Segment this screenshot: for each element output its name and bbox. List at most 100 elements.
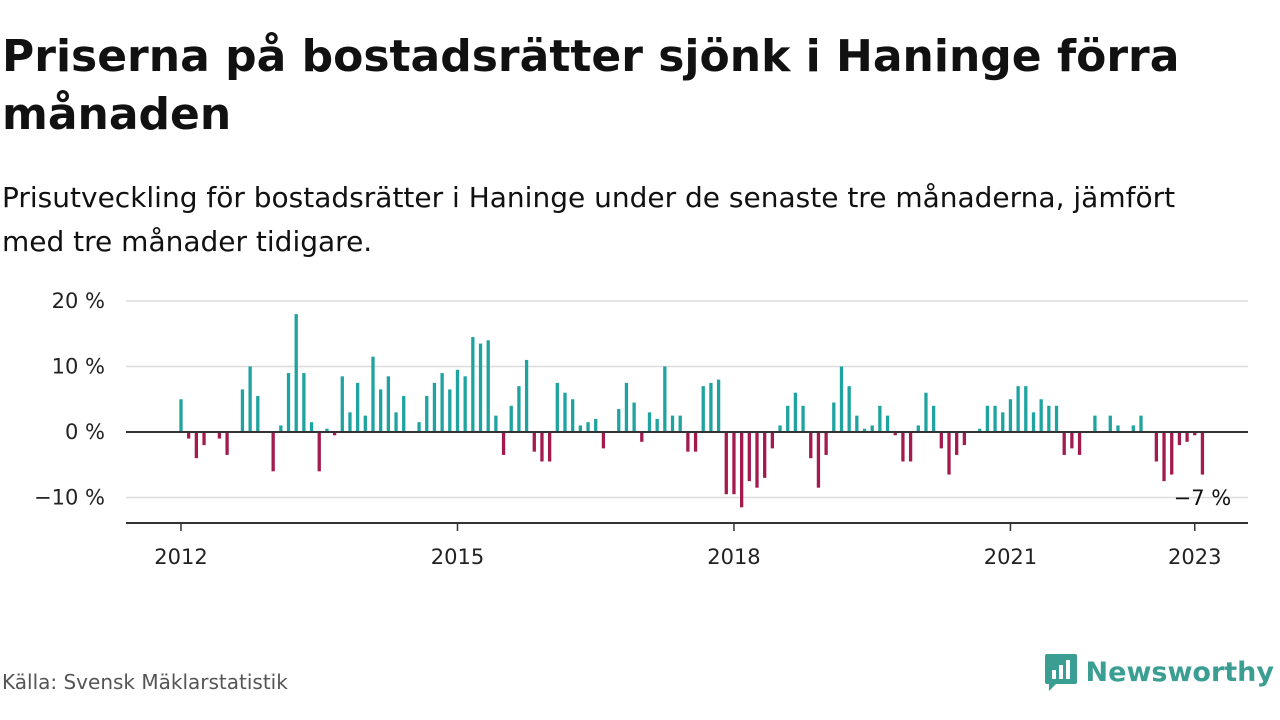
bar (947, 432, 951, 475)
bar (363, 415, 367, 432)
bar (955, 432, 959, 455)
bar (417, 422, 421, 432)
y-tick-label: 20 % (52, 289, 105, 313)
bar (379, 389, 383, 432)
bar (463, 376, 467, 432)
bar (248, 366, 252, 432)
bar (732, 432, 736, 495)
bar (663, 366, 667, 432)
bar (832, 402, 836, 432)
bar (670, 415, 675, 432)
x-tick-label: 2015 (431, 545, 484, 569)
bar (455, 369, 460, 432)
bar (325, 428, 329, 432)
bar (701, 386, 705, 432)
x-tick-label: 2018 (707, 545, 760, 569)
bar (1070, 432, 1074, 449)
bar (394, 412, 398, 432)
bar (471, 337, 475, 432)
brand-logo[interactable]: Newsworthy (1044, 652, 1274, 692)
bar (617, 409, 621, 432)
bar (355, 382, 360, 432)
bar (425, 395, 429, 432)
bar (1031, 412, 1036, 432)
bar (309, 422, 314, 432)
bar (332, 432, 337, 436)
bar (440, 373, 444, 432)
bar (1108, 415, 1112, 432)
bar (348, 412, 352, 432)
bar (1054, 405, 1059, 432)
bar (747, 432, 751, 482)
bar (547, 432, 552, 462)
bar (885, 415, 890, 432)
bar (931, 405, 936, 432)
y-tick-label: 10 % (52, 355, 105, 379)
chart-title: Priserna på bostadsrätter sjönk i Haning… (2, 31, 1180, 140)
bar (509, 405, 513, 432)
bar (678, 415, 682, 432)
bar (870, 425, 874, 432)
source-note: Källa: Svensk Mäklarstatistik (2, 670, 288, 694)
bar (1139, 415, 1143, 432)
bar (240, 389, 245, 432)
bar (294, 314, 298, 432)
bar (847, 386, 851, 432)
bar (1047, 405, 1051, 432)
bar (540, 432, 544, 462)
bar (448, 389, 452, 432)
bar (786, 405, 790, 432)
bar (578, 425, 583, 432)
bar (778, 425, 782, 432)
bar (486, 340, 490, 432)
y-tick-label: 0 % (65, 420, 105, 444)
bar (939, 432, 943, 449)
x-tick-label: 2023 (1168, 545, 1221, 569)
bar (340, 376, 344, 432)
bar (816, 432, 821, 488)
bar (1193, 432, 1197, 436)
bar (624, 382, 629, 432)
bar (1154, 432, 1159, 462)
bar (386, 376, 391, 432)
bar (878, 405, 882, 432)
y-tick-label: −10 % (34, 486, 105, 510)
bar (524, 359, 529, 432)
bar (1016, 386, 1020, 432)
bar (402, 395, 406, 432)
bar (217, 432, 222, 439)
bar (1131, 425, 1135, 432)
bar (993, 405, 997, 432)
bar (225, 432, 229, 455)
bar (686, 432, 690, 452)
bar (202, 432, 206, 446)
bar (855, 415, 859, 432)
bar (1093, 415, 1097, 432)
bar (517, 386, 521, 432)
bar (632, 402, 636, 432)
bar (801, 405, 805, 432)
bar (793, 392, 798, 432)
bar (716, 379, 721, 432)
bar (279, 425, 283, 432)
bar (271, 432, 275, 472)
bar (862, 428, 867, 432)
bar (739, 432, 744, 508)
bar (839, 366, 844, 432)
bar (985, 405, 990, 432)
bar (179, 399, 183, 432)
bar (501, 432, 506, 455)
bar (763, 432, 767, 478)
bar (1200, 432, 1205, 475)
bar (647, 412, 652, 432)
bar (640, 432, 644, 442)
bar (317, 432, 321, 472)
bar (571, 399, 575, 432)
bar (256, 395, 260, 432)
bar (1116, 425, 1120, 432)
bar (478, 343, 483, 432)
bar (1170, 432, 1174, 475)
bar-chart: 20 % 10 % 0 % −10 % 2012 2015 2018 2021 2023 −7 % (0, 280, 1280, 580)
x-tick-label: 2021 (984, 545, 1037, 569)
bar (893, 432, 897, 436)
